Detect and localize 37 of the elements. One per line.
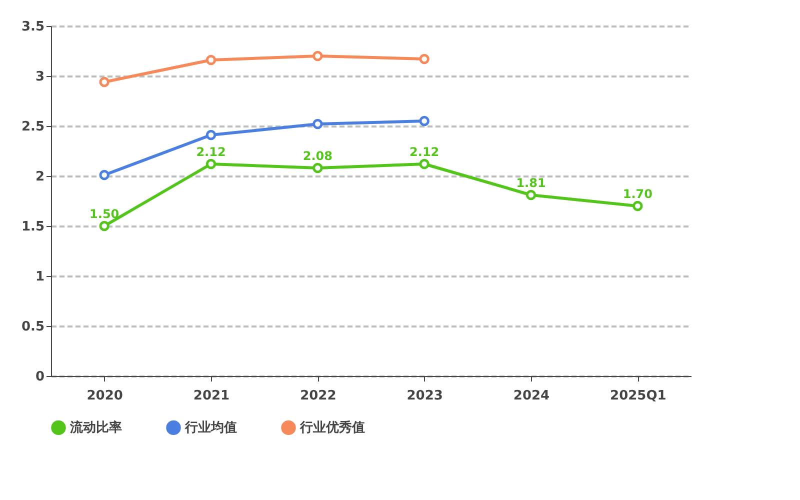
point <box>526 190 536 200</box>
point <box>632 200 643 212</box>
data-label: 1.81 <box>516 176 546 190</box>
data-label: 2.08 <box>302 149 332 163</box>
x-tick-label: 2021 <box>193 388 230 404</box>
data-label: 1.50 <box>90 207 120 221</box>
point <box>312 118 323 130</box>
point <box>312 50 323 62</box>
y-tick-label: 3.5 <box>21 20 44 34</box>
y-tick-label: 2 <box>35 170 44 184</box>
y-tick-label: 0.5 <box>21 320 44 334</box>
x-tick-label: 2020 <box>86 388 123 404</box>
point <box>99 76 110 88</box>
point <box>99 170 110 180</box>
point <box>419 116 430 126</box>
legend-label: 行业均值 <box>184 420 237 436</box>
data-label: 1.70 <box>622 187 652 201</box>
point <box>419 158 430 170</box>
y-tick-label: 1.5 <box>21 220 44 234</box>
data-label: 2.12 <box>196 145 226 159</box>
x-tick-label: 2025Q1 <box>610 388 666 404</box>
x-tick-label: 2024 <box>513 388 550 404</box>
point <box>419 54 430 64</box>
y-tick-label: 2.5 <box>21 120 44 134</box>
y-tick-label: 1 <box>35 270 44 284</box>
legend-label: 行业优秀值 <box>299 420 365 436</box>
legend-label: 流动比率 <box>69 420 122 436</box>
y-tick-label: 0 <box>35 370 44 384</box>
point <box>206 54 216 66</box>
x-tick-label: 2022 <box>300 388 336 404</box>
point <box>99 220 110 232</box>
point <box>312 162 323 174</box>
data-label: 2.12 <box>410 145 440 159</box>
y-tick-label: 3 <box>35 70 44 84</box>
x-tick-label: 2023 <box>406 388 443 404</box>
point <box>206 130 216 140</box>
point <box>206 158 216 170</box>
